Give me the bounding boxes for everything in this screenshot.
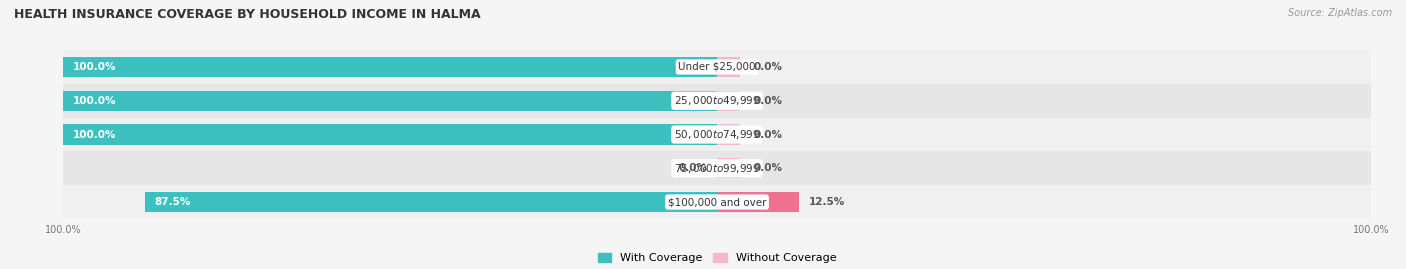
Bar xyxy=(63,50,1371,84)
Text: 100.0%: 100.0% xyxy=(73,62,117,72)
Text: 0.0%: 0.0% xyxy=(754,62,782,72)
Text: Under $25,000: Under $25,000 xyxy=(678,62,756,72)
Text: $50,000 to $74,999: $50,000 to $74,999 xyxy=(673,128,761,141)
Text: 87.5%: 87.5% xyxy=(155,197,191,207)
Legend: With Coverage, Without Coverage: With Coverage, Without Coverage xyxy=(598,253,837,263)
Text: 0.0%: 0.0% xyxy=(754,129,782,140)
Text: 0.0%: 0.0% xyxy=(754,96,782,106)
Bar xyxy=(717,91,740,111)
Bar xyxy=(717,124,740,145)
Bar xyxy=(63,118,1371,151)
Text: 0.0%: 0.0% xyxy=(754,163,782,173)
Bar xyxy=(63,91,717,111)
Bar xyxy=(63,57,717,77)
Text: 12.5%: 12.5% xyxy=(808,197,845,207)
Text: 0.0%: 0.0% xyxy=(678,163,707,173)
Bar xyxy=(717,57,740,77)
Bar xyxy=(63,124,717,145)
Text: 100.0%: 100.0% xyxy=(73,129,117,140)
Bar xyxy=(63,151,1371,185)
Text: Source: ZipAtlas.com: Source: ZipAtlas.com xyxy=(1288,8,1392,18)
Bar xyxy=(717,192,799,212)
Text: HEALTH INSURANCE COVERAGE BY HOUSEHOLD INCOME IN HALMA: HEALTH INSURANCE COVERAGE BY HOUSEHOLD I… xyxy=(14,8,481,21)
Text: $25,000 to $49,999: $25,000 to $49,999 xyxy=(673,94,761,107)
Bar xyxy=(717,158,740,178)
Text: $100,000 and over: $100,000 and over xyxy=(668,197,766,207)
Bar xyxy=(63,84,1371,118)
Text: 100.0%: 100.0% xyxy=(73,96,117,106)
Bar xyxy=(63,185,1371,219)
Text: $75,000 to $99,999: $75,000 to $99,999 xyxy=(673,162,761,175)
Bar xyxy=(145,192,717,212)
